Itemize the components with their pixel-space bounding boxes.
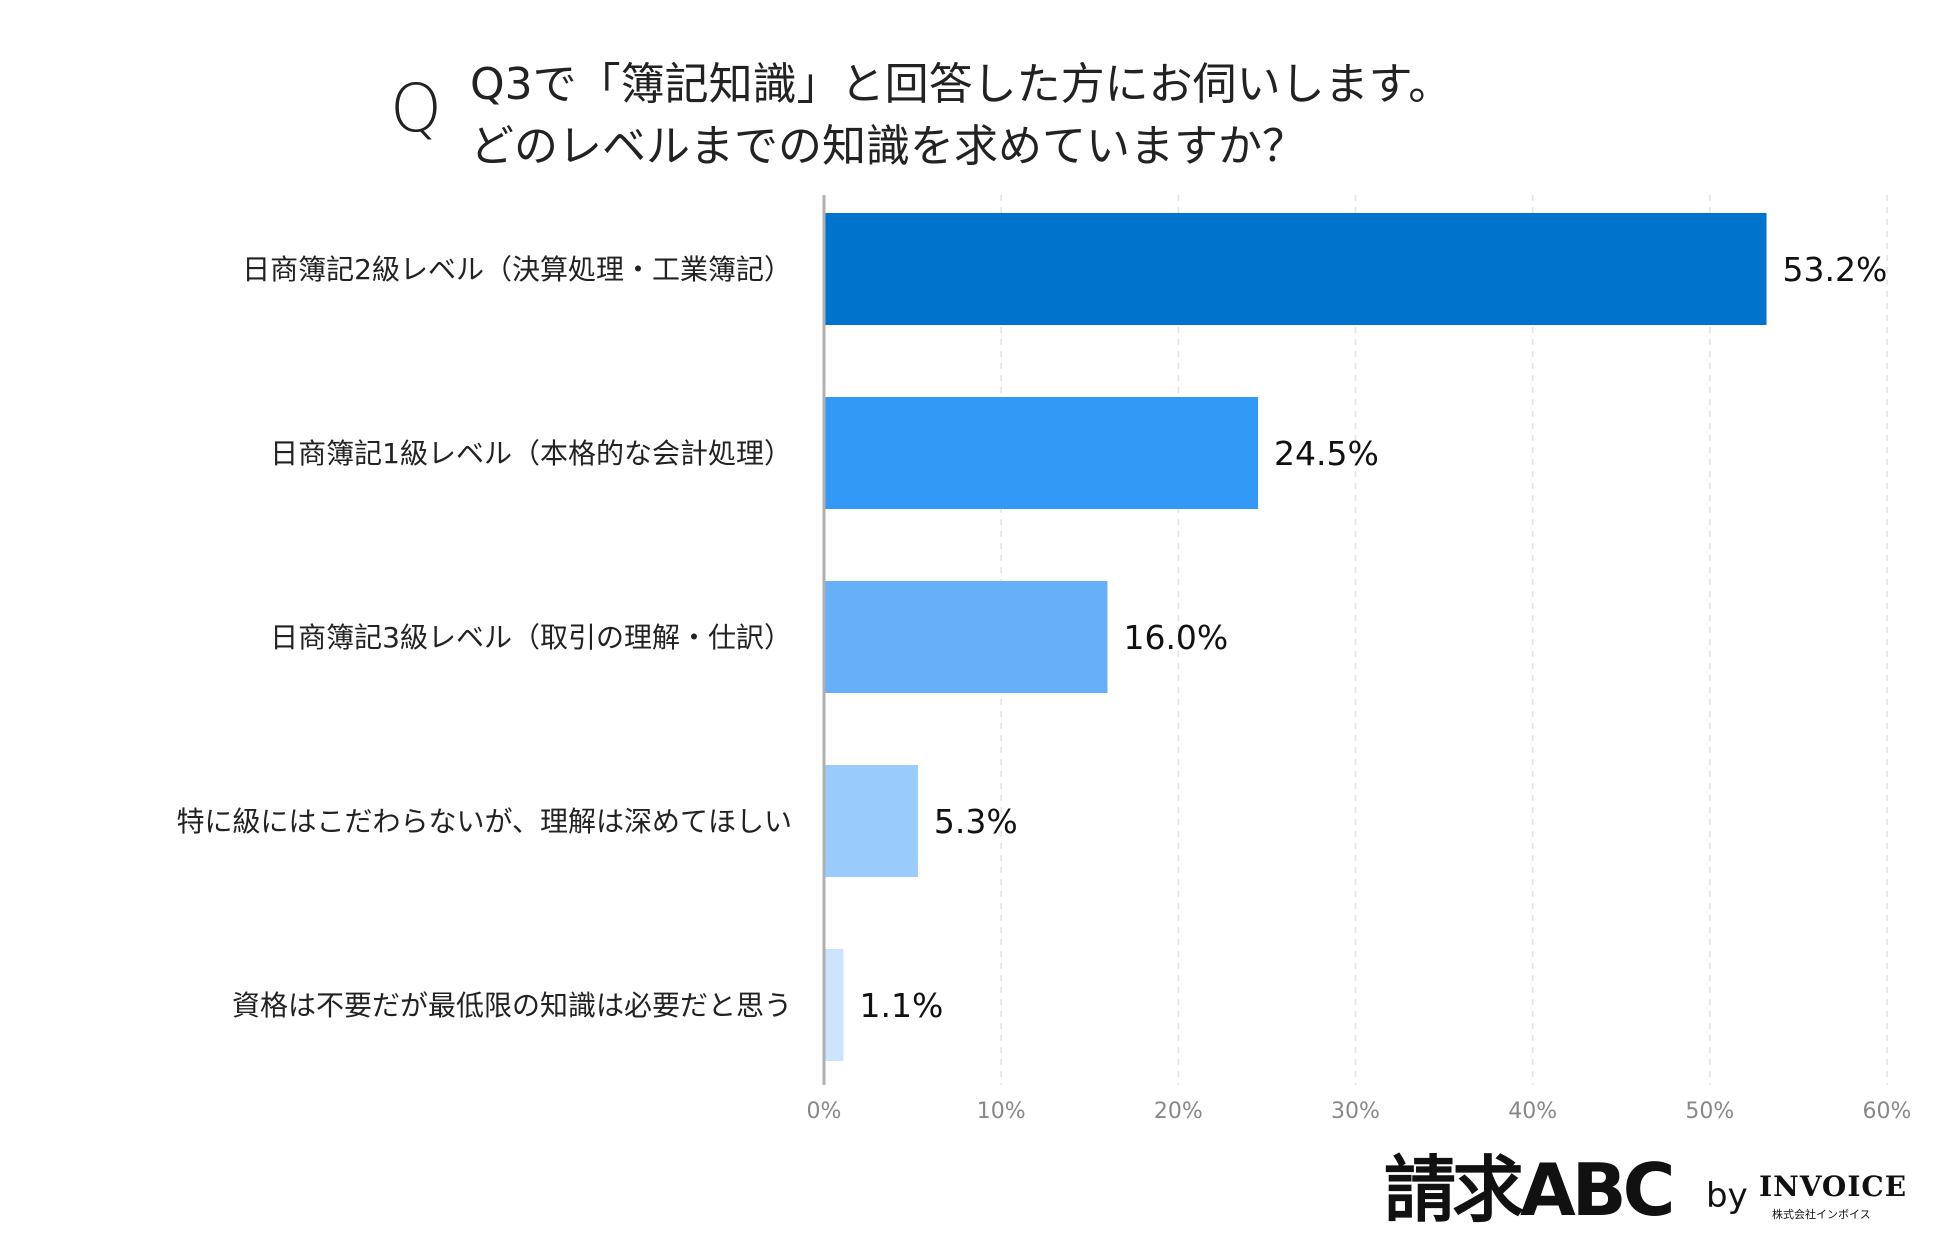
bar-value-label: 53.2% [1783,250,1888,289]
brand-logo: 請求ABC by INVOICE 株式会社インボイス [1384,1148,1908,1232]
category-label: 日商簿記2級レベル（決算処理・工業簿記） [242,253,792,286]
bar [824,397,1259,509]
x-tick-label: 60% [1863,1099,1912,1124]
bar-value-label: 1.1% [859,986,943,1025]
bar-value-label: 5.3% [934,802,1018,841]
logo-by-text: by [1706,1176,1748,1216]
bar [824,949,844,1061]
x-tick-label: 20% [1154,1099,1203,1124]
bar [824,581,1108,693]
bar [824,213,1767,325]
x-tick-label: 30% [1331,1099,1380,1124]
title-line-2: どのレベルまでの知識を求めていますか？ [470,121,1306,172]
category-label: 特に級にはこだわらないが、理解は深めてほしい [177,805,792,838]
logo-brand-text: INVOICE [1759,1170,1908,1203]
bar-value-label: 24.5% [1274,434,1379,473]
category-label: 日商簿記3級レベル（取引の理解・仕訳） [270,621,792,654]
category-label: 資格は不要だが最低限の知識は必要だと思う [232,989,792,1022]
x-tick-label: 10% [977,1099,1026,1124]
x-tick-label: 40% [1508,1099,1557,1124]
bar-value-label: 16.0% [1123,618,1228,657]
category-label: 日商簿記1級レベル（本格的な会計処理） [270,437,792,470]
x-tick-label: 0% [807,1099,842,1124]
logo-company-text: 株式会社インボイス [1772,1208,1871,1221]
question-mark: Q [390,70,442,147]
x-tick-label: 50% [1685,1099,1734,1124]
title-line-1: Q3で「簿記知識」と回答した方にお伺いします。 [470,59,1453,110]
bar-chart: 0% 10% 20% 30% 40% 50% 60% 53.2% 日商簿記2級レベル（決算処理・… [177,195,1912,1124]
bar [824,765,918,877]
logo-main-text: 請求ABC [1384,1148,1675,1232]
